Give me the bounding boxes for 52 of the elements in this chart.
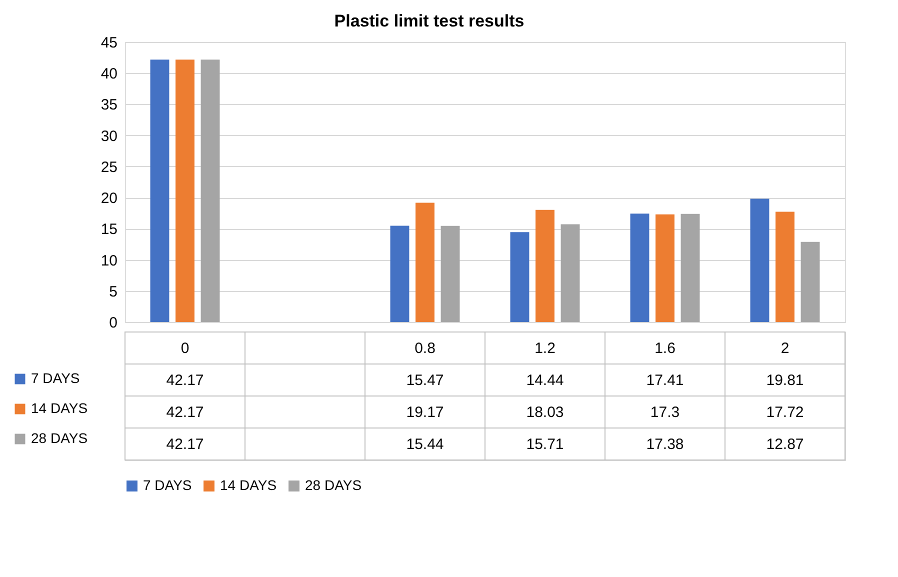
y-tick-label: 40 — [100, 66, 118, 83]
y-tick-label: 25 — [100, 158, 118, 176]
bar — [390, 226, 410, 322]
y-tick-label: 10 — [100, 252, 118, 270]
text: 14 DAYS — [220, 477, 277, 493]
bar — [800, 242, 820, 322]
y-tick-label: 45 — [100, 34, 118, 52]
bar — [750, 198, 770, 322]
legend-label: 14 DAYS — [31, 400, 88, 416]
bar — [200, 60, 220, 322]
data-label: 19.17 — [406, 404, 444, 421]
text: 7 DAYS — [143, 477, 192, 493]
x-tick-label: 0.8 — [414, 340, 436, 357]
data-label: 15.71 — [526, 436, 564, 453]
data-label: 17.72 — [766, 404, 804, 421]
data-label: 15.44 — [406, 436, 444, 453]
legend-label: 7 DAYS — [31, 370, 80, 386]
bar — [440, 226, 460, 322]
data-label: 17.3 — [650, 404, 680, 421]
y-tick-label: 20 — [100, 190, 118, 208]
data-label: 42.17 — [166, 436, 204, 453]
data-label: 17.38 — [646, 436, 684, 453]
legend-label: 28 DAYS — [305, 477, 362, 493]
data-label: 12.87 — [766, 436, 804, 453]
data-label: 42.17 — [166, 404, 204, 421]
chart-title: Plastic limit test results — [334, 12, 524, 30]
data-label: 42.17 — [166, 372, 204, 389]
bar — [536, 210, 554, 322]
y-tick-label: 30 — [100, 128, 118, 145]
y-tick-label: 5 — [109, 283, 118, 300]
bar — [416, 202, 434, 322]
bar — [176, 60, 194, 322]
bar — [680, 214, 700, 322]
bar — [560, 224, 580, 322]
data-label: 18.03 — [526, 404, 564, 421]
x-tick-label: 1.2 — [534, 340, 556, 357]
bar — [150, 60, 170, 322]
bar — [510, 232, 530, 322]
x-tick-label: 2 — [780, 340, 790, 357]
y-tick-label: 0 — [109, 314, 118, 332]
x-tick-label: 1.6 — [654, 340, 676, 357]
bar — [630, 214, 650, 322]
x-tick-label: 0 — [180, 340, 190, 357]
y-tick-label: 15 — [100, 221, 118, 238]
bar — [776, 212, 794, 322]
data-label: 15.47 — [406, 372, 444, 389]
bar — [656, 214, 674, 322]
data-label: 17.41 — [646, 372, 684, 389]
data-label: 14.44 — [526, 372, 564, 389]
y-tick-label: 35 — [100, 96, 118, 114]
data-label: 19.81 — [766, 372, 804, 389]
text: 28 DAYS — [31, 430, 88, 446]
